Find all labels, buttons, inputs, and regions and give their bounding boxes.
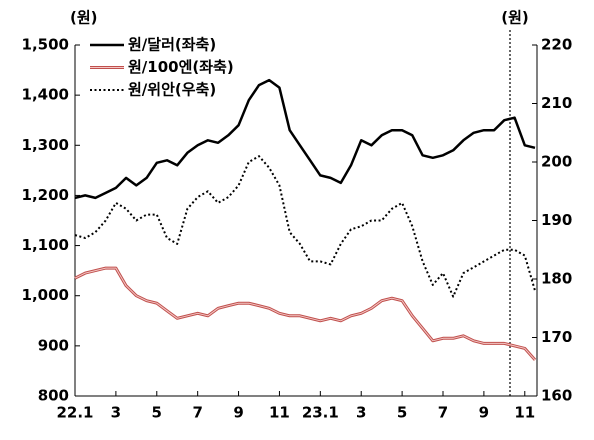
series-line [74, 78, 536, 200]
y2-tick-label: 210 [541, 94, 572, 112]
x-tick-label: 5 [152, 404, 162, 422]
y2-tick-label: 200 [541, 153, 572, 171]
y2-tick-label: 160 [541, 387, 572, 405]
x-tick-label: 11 [269, 404, 290, 422]
legend-label: 원/달러(좌축) [128, 36, 216, 54]
y2-axis-label: (원) [501, 9, 529, 27]
series-line [74, 266, 537, 361]
x-tick-label: 22.1 [56, 404, 93, 422]
y-tick-label: 1,200 [22, 186, 69, 204]
x-tick-label: 5 [397, 404, 407, 422]
series-line-core [74, 267, 536, 361]
y-axis-label: (원) [70, 9, 98, 27]
series-line [74, 155, 536, 298]
y-tick-label: 1,300 [22, 136, 69, 154]
legend-label: 원/100엔(좌축) [128, 58, 234, 76]
x-tick-label: 7 [438, 404, 448, 422]
x-tick-label: 3 [111, 404, 121, 422]
x-tick-label: 3 [356, 404, 366, 422]
y2-tick-label: 190 [541, 211, 572, 229]
x-tick-label: 7 [192, 404, 202, 422]
x-tick-label: 9 [479, 404, 489, 422]
y-tick-label: 900 [38, 336, 69, 354]
y-tick-label: 1,500 [22, 36, 69, 54]
y2-tick-label: 170 [541, 328, 572, 346]
x-tick-label: 9 [233, 404, 243, 422]
y-tick-label: 1,400 [22, 86, 69, 104]
x-tick-label: 11 [514, 404, 535, 422]
x-tick-label: 23.1 [302, 404, 339, 422]
y-tick-label: 800 [38, 387, 69, 405]
y2-tick-label: 220 [541, 36, 572, 54]
legend-label: 원/위안(우축) [128, 81, 216, 99]
y2-tick-label: 180 [541, 270, 572, 288]
y-tick-label: 1,000 [22, 286, 69, 304]
y-tick-label: 1,100 [22, 236, 69, 254]
